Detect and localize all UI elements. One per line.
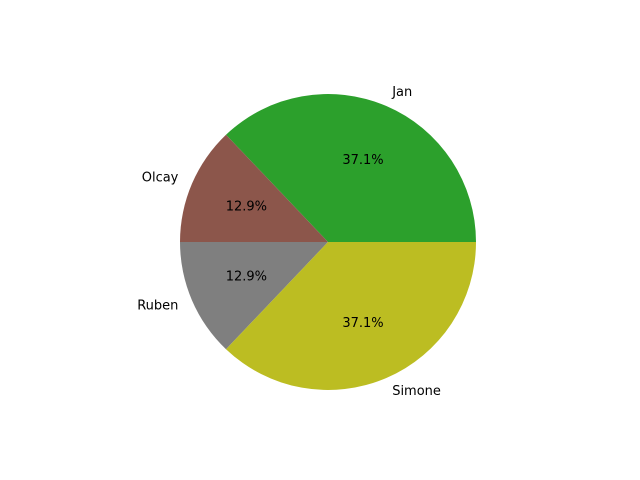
pie-slice-olcay xyxy=(179,134,328,242)
pct-label-olcay: 12.9% xyxy=(226,199,267,214)
pct-label-jan: 37.1% xyxy=(342,153,383,168)
pie-slices xyxy=(179,93,477,391)
slice-label-jan: Jan xyxy=(391,85,412,100)
pie-labels: Jan 37.1% Olcay 12.9% Ruben 12.9% Simone 37.1% xyxy=(137,85,441,399)
slice-label-ruben: Ruben xyxy=(137,299,178,314)
slice-label-olcay: Olcay xyxy=(142,170,179,185)
slice-label-simone: Simone xyxy=(392,384,441,399)
pie-slice-simone xyxy=(226,242,476,391)
pct-label-simone: 37.1% xyxy=(342,316,383,331)
pie-slice-jan xyxy=(226,93,477,242)
pie-slice-ruben xyxy=(180,242,328,350)
pct-label-ruben: 12.9% xyxy=(226,270,267,285)
